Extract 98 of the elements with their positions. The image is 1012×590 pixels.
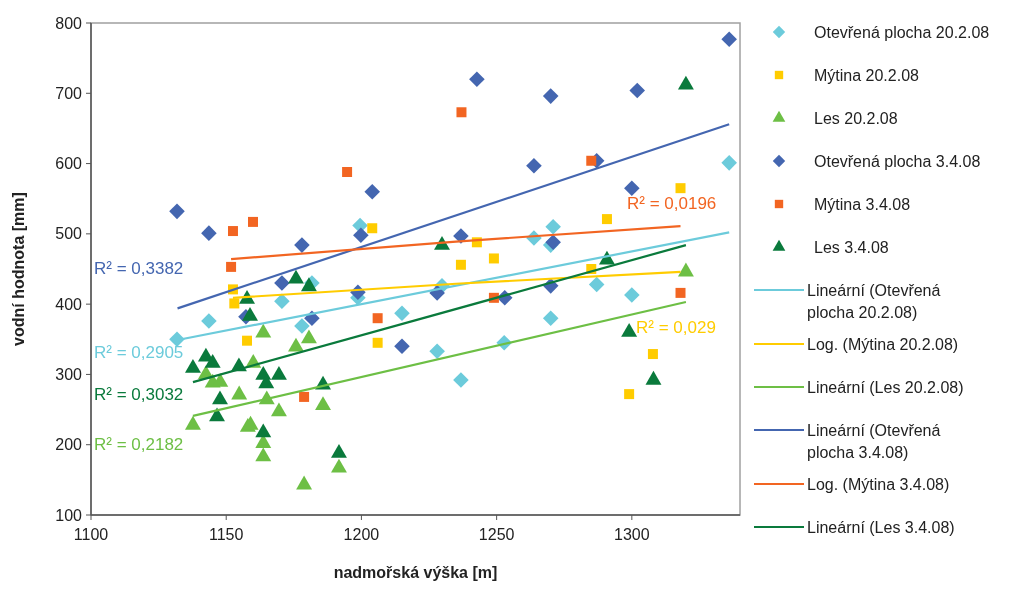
point xyxy=(675,287,686,298)
legend-label: Lineární (Les 3.4.08) xyxy=(807,518,955,536)
annotation: R² = 0,0196 xyxy=(627,193,717,213)
legend-label: Les 3.4.08 xyxy=(814,238,889,256)
point xyxy=(455,259,466,270)
point xyxy=(624,287,640,303)
x-tick-label: 1300 xyxy=(614,526,650,543)
point xyxy=(204,353,221,368)
point xyxy=(299,391,310,402)
point xyxy=(247,216,258,227)
point xyxy=(429,343,445,360)
legend-label: Mýtina 20.2.08 xyxy=(814,66,920,84)
point xyxy=(542,88,559,104)
x-tick-label: 1150 xyxy=(209,526,244,543)
legend-label: Lineární (Les 20.2.08) xyxy=(807,378,964,396)
point xyxy=(184,415,201,430)
point xyxy=(588,276,605,293)
point xyxy=(242,335,253,346)
point xyxy=(394,338,410,355)
point xyxy=(274,275,290,291)
point xyxy=(721,31,737,47)
point xyxy=(601,214,612,225)
y-tick-label: 300 xyxy=(55,366,83,384)
point xyxy=(645,370,662,385)
point xyxy=(209,407,225,422)
annotation: R² = 0,029 xyxy=(636,317,716,337)
point xyxy=(255,323,272,338)
point xyxy=(677,262,694,277)
legend-label: Mýtina 3.4.08 xyxy=(814,195,911,213)
point xyxy=(586,155,597,166)
point xyxy=(488,253,499,264)
point xyxy=(274,293,290,310)
x-tick-label: 1250 xyxy=(478,526,515,543)
point xyxy=(624,180,640,196)
legend-label: Otevřená plocha 20.2.08 xyxy=(814,23,990,41)
point xyxy=(331,458,347,473)
point xyxy=(229,298,240,309)
x-tick-label: 1100 xyxy=(73,526,109,543)
point xyxy=(184,358,201,373)
point xyxy=(227,226,238,237)
legend-label: Log. (Mýtina 3.4.08) xyxy=(807,475,950,493)
point xyxy=(270,402,287,417)
annotation: R² = 0,3032 xyxy=(94,384,184,404)
point xyxy=(372,337,383,348)
point xyxy=(721,155,737,171)
legend-label: Lineární (Otevřená plocha 20.2.08) xyxy=(807,281,941,321)
x-axis-title: nadmořská výška [m] xyxy=(333,564,498,581)
y-tick-label: 700 xyxy=(55,84,83,102)
point xyxy=(294,318,310,334)
point xyxy=(453,372,469,388)
annotation: R² = 0,2182 xyxy=(94,434,184,454)
point xyxy=(675,183,686,194)
point xyxy=(169,203,185,220)
point xyxy=(201,313,217,329)
legend-label: Lineární (Otevřená plocha 3.4.08) xyxy=(807,421,941,461)
point xyxy=(296,475,313,490)
y-tick-label: 500 xyxy=(55,225,83,243)
point xyxy=(342,167,353,178)
point xyxy=(270,365,287,380)
point xyxy=(255,447,272,462)
point xyxy=(621,323,638,337)
point xyxy=(526,157,542,174)
y-tick-label: 800 xyxy=(55,14,83,32)
point xyxy=(231,385,248,400)
point xyxy=(372,313,383,324)
y-tick-label: 400 xyxy=(55,295,83,313)
point xyxy=(294,237,310,253)
annotation: R² = 0,3382 xyxy=(94,258,184,278)
point xyxy=(647,349,658,360)
point xyxy=(542,310,559,326)
point xyxy=(226,261,237,272)
point xyxy=(212,390,228,405)
point xyxy=(353,227,369,244)
point xyxy=(629,82,646,99)
point xyxy=(331,443,347,458)
point xyxy=(456,107,467,118)
point xyxy=(242,306,258,321)
annotation: R² = 0,2905 xyxy=(94,342,184,362)
point xyxy=(300,277,317,292)
y-tick-label: 100 xyxy=(55,506,83,524)
y-axis-title: vodní hodnota [mm] xyxy=(10,192,27,346)
point xyxy=(288,269,304,284)
point xyxy=(364,183,381,200)
point xyxy=(367,223,378,234)
point xyxy=(545,219,561,235)
point xyxy=(255,423,272,438)
legend-label: Les 20.2.08 xyxy=(814,109,898,127)
y-tick-label: 600 xyxy=(55,155,83,173)
point xyxy=(469,71,485,88)
y-tick-label: 200 xyxy=(55,436,83,454)
point xyxy=(394,305,410,322)
legend-label: Log. (Mýtina 20.2.08) xyxy=(807,335,959,353)
point xyxy=(201,225,217,241)
x-tick-label: 1200 xyxy=(343,526,380,543)
point xyxy=(315,396,331,410)
point xyxy=(288,337,304,352)
legend-label: Otevřená plocha 3.4.08 xyxy=(814,152,981,170)
point xyxy=(300,329,317,344)
